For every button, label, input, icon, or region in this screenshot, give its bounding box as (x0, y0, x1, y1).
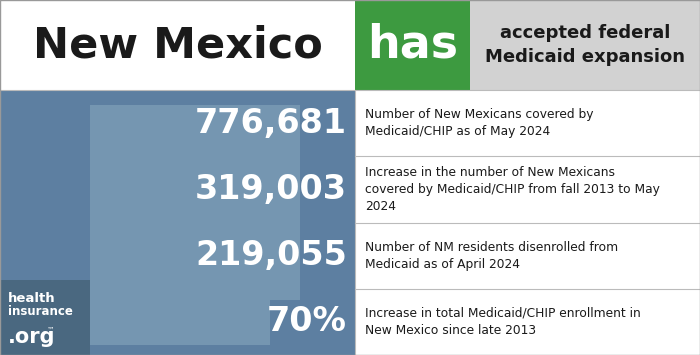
Text: .org: .org (8, 327, 55, 347)
Text: 319,003: 319,003 (195, 173, 347, 206)
Text: 776,681: 776,681 (195, 106, 347, 140)
Bar (355, 90, 700, 355)
Bar (0, 90, 355, 355)
Polygon shape (90, 105, 300, 345)
Bar (0, 280, 90, 355)
Text: insurance: insurance (8, 305, 73, 318)
Text: 219,055: 219,055 (195, 239, 347, 272)
Text: has: has (367, 22, 458, 67)
Text: Increase in total Medicaid/CHIP enrollment in
New Mexico since late 2013: Increase in total Medicaid/CHIP enrollme… (365, 307, 640, 337)
Text: Number of New Mexicans covered by
Medicaid/CHIP as of May 2024: Number of New Mexicans covered by Medica… (365, 108, 594, 138)
Text: health: health (8, 292, 55, 305)
Text: 70%: 70% (267, 305, 347, 338)
Text: Number of NM residents disenrolled from
Medicaid as of April 2024: Number of NM residents disenrolled from … (365, 241, 618, 271)
Text: ™: ™ (47, 326, 55, 335)
Text: New Mexico: New Mexico (33, 24, 323, 66)
Bar (470, 0, 700, 90)
Text: Increase in the number of New Mexicans
covered by Medicaid/CHIP from fall 2013 t: Increase in the number of New Mexicans c… (365, 166, 660, 213)
Text: accepted federal
Medicaid expansion: accepted federal Medicaid expansion (485, 23, 685, 66)
Bar (355, 0, 470, 90)
Bar (0, 0, 355, 90)
